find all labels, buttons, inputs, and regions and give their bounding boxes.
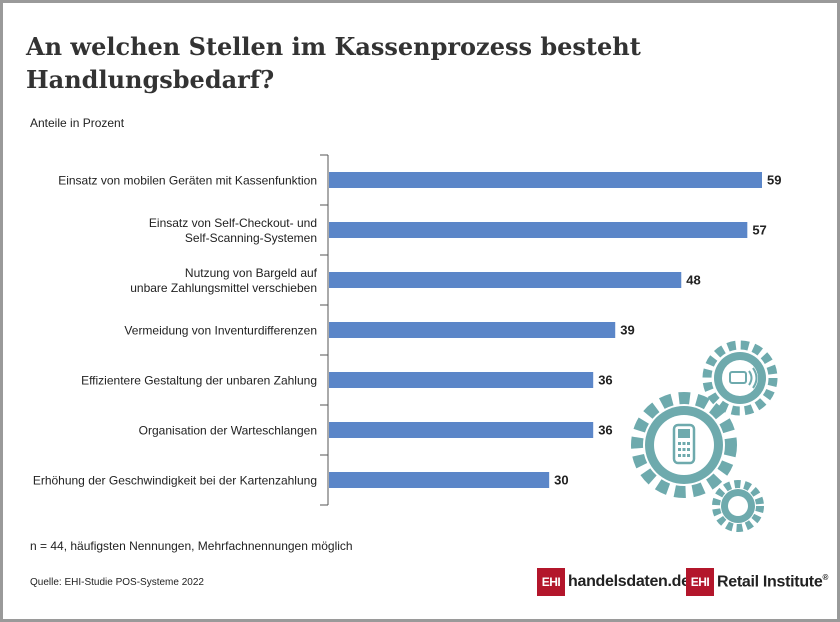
data-label: 57	[752, 223, 766, 238]
category-label: Vermeidung von Inventurdifferenzen	[124, 324, 317, 338]
gear-contactless-icon	[702, 340, 778, 416]
source-note: Quelle: EHI-Studie POS-Systeme 2022	[30, 577, 204, 588]
bar	[329, 172, 762, 188]
category-label: Effizientere Gestaltung der unbaren Zahl…	[81, 374, 317, 388]
ehi-retail-institute-logo[interactable]: EHI Retail Institute®	[686, 568, 828, 596]
footnote: n = 44, häufigsten Nennungen, Mehrfachne…	[30, 539, 353, 553]
gear-card-terminal-icon	[631, 392, 737, 498]
ehi-logo-box: EHI	[686, 568, 714, 596]
bar	[329, 472, 550, 488]
data-label: 48	[686, 273, 700, 288]
data-label: 36	[598, 423, 612, 438]
category-label: Einsatz von Self-Checkout- und	[149, 216, 317, 230]
gear-small-icon	[712, 480, 764, 532]
ehi-logo-box: EHI	[537, 568, 565, 596]
data-label: 59	[767, 173, 781, 188]
category-label: Nutzung von Bargeld auf	[185, 266, 318, 280]
registered-mark: ®	[822, 572, 829, 582]
category-label: unbare Zahlungsmittel verschieben	[130, 281, 317, 295]
data-label: 30	[554, 473, 568, 488]
category-label: Erhöhung der Geschwindigkeit bei der Kar…	[33, 474, 317, 488]
bar	[329, 222, 748, 238]
y-axis: Einsatz von mobilen Geräten mit Kassenfu…	[33, 154, 329, 506]
bar	[329, 272, 682, 288]
bar	[329, 322, 616, 338]
ehi-logo-label: Retail Institute	[717, 573, 823, 591]
category-label: Self-Scanning-Systemen	[185, 231, 317, 245]
chart-title: An welchen Stellen im Kassenprozess best…	[26, 32, 641, 94]
handelsdaten-logo[interactable]: EHI handelsdaten.de	[537, 568, 690, 596]
category-label: Organisation der Warteschlangen	[139, 424, 317, 438]
category-label: Einsatz von mobilen Geräten mit Kassenfu…	[58, 174, 317, 188]
bar	[329, 372, 594, 388]
data-label: 36	[598, 373, 612, 388]
ehi-logo-text: Retail Institute®	[717, 573, 828, 591]
bar	[329, 422, 594, 438]
handelsdaten-logo-text: handelsdaten.de	[568, 573, 690, 590]
chart-subtitle: Anteile in Prozent	[30, 116, 125, 130]
bars: 59 57 48 39 36 36 30	[329, 172, 781, 488]
data-label: 39	[620, 323, 634, 338]
